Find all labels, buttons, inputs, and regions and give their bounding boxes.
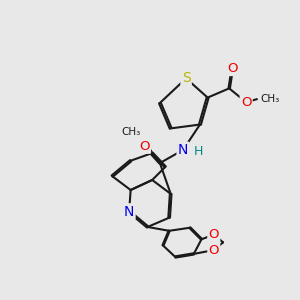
- Text: H: H: [194, 145, 203, 158]
- Text: N: N: [124, 205, 134, 219]
- Text: O: O: [241, 96, 251, 109]
- Text: CH₃: CH₃: [122, 127, 141, 137]
- Text: S: S: [182, 71, 190, 85]
- Text: CH₃: CH₃: [261, 94, 280, 104]
- Text: O: O: [227, 62, 238, 75]
- Text: N: N: [178, 143, 188, 157]
- Text: O: O: [208, 228, 219, 241]
- Text: O: O: [139, 140, 150, 153]
- Text: O: O: [208, 244, 219, 256]
